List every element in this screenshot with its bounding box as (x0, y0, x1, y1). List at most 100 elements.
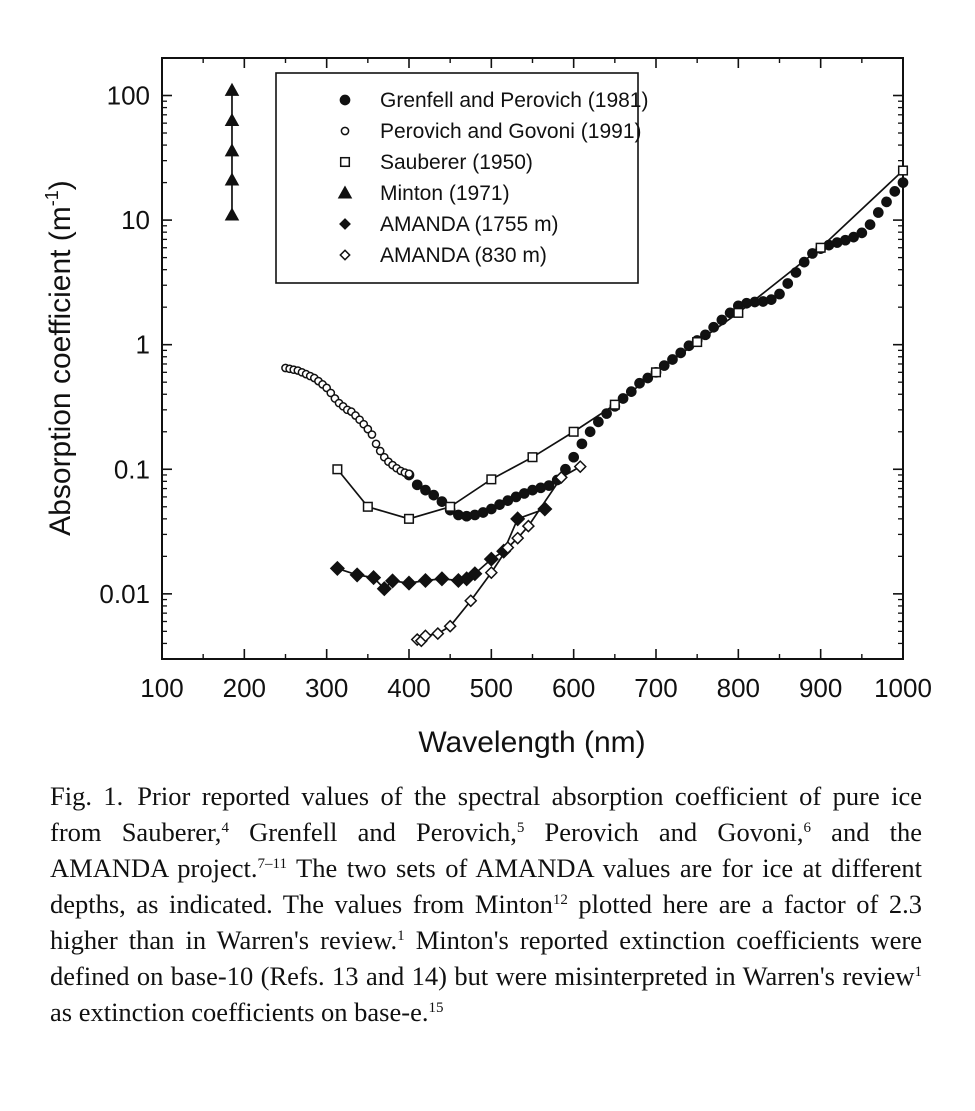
caption-text: as extinction coefficients on base-e. (50, 997, 429, 1027)
data-point-open-square (403, 513, 415, 524)
caption-ref: 1 (914, 964, 923, 980)
data-point-filled-circle (568, 451, 580, 463)
data-point-open-circle (367, 430, 377, 439)
data-point-open-square (332, 464, 343, 475)
data-point-open-diamond (521, 519, 535, 533)
data-point-filled-diamond (384, 573, 401, 589)
legend-label: Grenfell and Perovich (1981) (380, 89, 648, 112)
legend-entry: Perovich and Govoni (1991) (340, 120, 642, 143)
y-axis-ticks: 0.01 0.1 1 10 100 (99, 57, 903, 660)
y-axis-label: Absorption coefficient (m-1) (42, 180, 77, 536)
series-open-circle (281, 363, 414, 479)
data-point-open-square (692, 336, 703, 348)
caption-ref: 15 (428, 1000, 444, 1016)
data-point-filled-diamond (339, 218, 351, 230)
legend: Grenfell and Perovich (1981) Perovich and… (275, 72, 648, 284)
x-tick-label: 1000 (874, 673, 932, 703)
data-point-filled-circle (881, 196, 892, 208)
data-point-filled-triangle (224, 82, 240, 96)
data-point-filled-triangle (337, 185, 353, 199)
data-point-open-square (815, 242, 826, 253)
data-point-filled-diamond (366, 570, 382, 586)
series-filled-diamond (329, 501, 553, 597)
data-point-open-diamond (511, 531, 525, 545)
legend-label: Perovich and Govoni (1991) (380, 120, 642, 143)
data-point-open-circle (404, 469, 414, 479)
data-point-open-diamond (501, 541, 515, 555)
data-point-filled-circle (560, 463, 571, 475)
series-open-diamond (410, 460, 587, 648)
data-point-filled-circle (765, 294, 777, 305)
data-point-open-square (362, 501, 373, 512)
y-axis-label-main: Absorption coefficient (m (44, 206, 77, 536)
data-point-open-diamond (443, 619, 457, 633)
data-point-filled-circle (494, 499, 505, 511)
x-tick-label: 200 (223, 673, 266, 703)
data-point-open-square (609, 399, 620, 410)
data-point-filled-diamond (434, 571, 450, 587)
data-series (224, 82, 909, 648)
data-point-filled-circle (872, 207, 884, 218)
data-point-filled-circle (576, 438, 588, 450)
data-point-filled-circle (420, 484, 431, 496)
legend-entry: Minton (1971) (337, 182, 510, 205)
data-point-open-square (733, 307, 744, 318)
data-point-open-diamond (484, 566, 498, 580)
data-point-open-square (527, 452, 538, 463)
absorption-chart: 100 200 300 400 500 600 700 800 900 1000 0.010.11… (42, 57, 932, 759)
legend-label: AMANDA (830 m) (380, 244, 547, 267)
data-point-filled-triangle (224, 207, 240, 221)
data-point-open-circle (340, 126, 350, 136)
legend-entry: AMANDA (1755 m) (339, 213, 559, 236)
y-tick-label: 1 (136, 330, 150, 360)
x-tick-label: 400 (387, 673, 430, 703)
y-tick-label: 100 (107, 81, 150, 111)
data-point-filled-circle (848, 231, 859, 243)
data-point-filled-circle (864, 219, 876, 230)
data-point-filled-circle (543, 480, 555, 491)
data-point-filled-circle (411, 479, 423, 491)
data-point-open-diamond (464, 594, 478, 608)
data-point-filled-circle (436, 496, 448, 507)
data-point-filled-circle (889, 186, 901, 197)
data-point-filled-diamond (376, 581, 392, 597)
data-point-open-diamond (339, 249, 351, 261)
data-point-open-diamond (431, 627, 445, 641)
caption-ref: 5 (516, 820, 525, 836)
data-point-filled-diamond (483, 551, 499, 567)
data-point-open-square (339, 156, 351, 168)
data-point-open-circle (375, 446, 385, 456)
data-point-filled-circle (485, 503, 497, 515)
caption-label: Fig. 1. (50, 781, 124, 811)
data-point-open-square (650, 367, 662, 378)
data-point-filled-diamond (349, 567, 365, 583)
data-point-filled-diamond (510, 511, 526, 527)
figure-caption: Fig. 1. Prior reported values of the spec… (50, 778, 922, 1030)
caption-text: The two sets of AMANDA values are for ic… (50, 853, 922, 919)
x-axis-ticks: 100 200 300 400 500 600 700 800 900 1000 (140, 58, 932, 703)
data-point-filled-circle (634, 377, 645, 389)
x-tick-label: 100 (140, 673, 183, 703)
data-point-filled-diamond (401, 575, 417, 591)
data-point-open-square (445, 501, 456, 512)
caption-text: Perovich and Govoni, (524, 817, 804, 847)
data-point-filled-triangle (224, 112, 240, 127)
caption-text: Minton's reported extinction coefficient… (50, 925, 922, 991)
data-point-filled-diamond (329, 560, 345, 576)
caption-ref: 4 (221, 820, 229, 836)
legend-box (275, 72, 639, 284)
data-point-open-square (897, 165, 909, 176)
legend-entry: Grenfell and Perovich (1981) (339, 89, 648, 112)
data-point-filled-circle (897, 177, 909, 188)
data-point-open-circle (371, 439, 381, 449)
data-point-filled-triangle (224, 143, 240, 157)
legend-entry: Sauberer (1950) (339, 151, 533, 174)
y-tick-label: 0.1 (114, 454, 150, 484)
data-point-filled-diamond (467, 566, 483, 582)
data-point-filled-circle (593, 416, 604, 428)
data-point-filled-circle (774, 288, 785, 300)
series-open-square (332, 165, 909, 524)
legend-entry: AMANDA (830 m) (339, 244, 547, 267)
legend-label: Sauberer (1950) (380, 151, 533, 174)
data-point-filled-circle (856, 227, 868, 239)
